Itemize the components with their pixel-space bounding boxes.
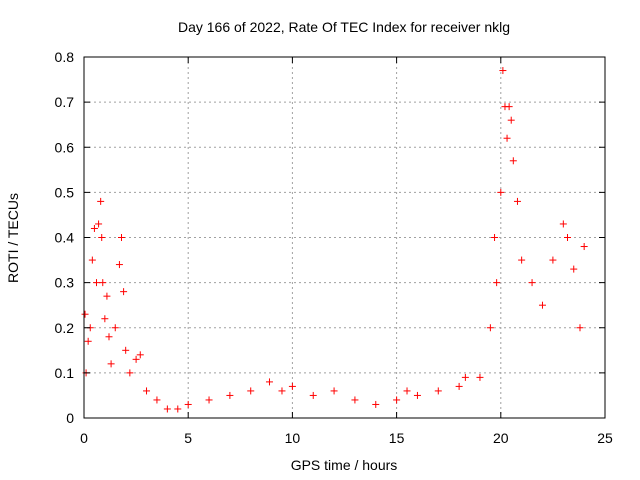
data-point (351, 396, 359, 404)
data-point (163, 405, 171, 413)
data-point (115, 261, 123, 269)
data-point (559, 220, 567, 228)
data-point (393, 396, 401, 404)
y-tick-label: 0.8 (55, 49, 75, 65)
x-tick-label: 15 (389, 430, 405, 446)
plot-frame (83, 56, 606, 419)
data-point (97, 197, 105, 205)
data-point (493, 279, 501, 287)
data-point (507, 116, 515, 124)
data-point (153, 396, 161, 404)
data-point (95, 220, 103, 228)
data-point (413, 391, 421, 399)
data-point (528, 279, 536, 287)
data-point (509, 157, 517, 165)
data-point (118, 234, 126, 241)
data-point (563, 234, 571, 241)
data-point (513, 197, 521, 205)
data-point (105, 333, 113, 341)
data-point (136, 351, 144, 359)
data-point (88, 256, 96, 264)
data-point (101, 315, 109, 323)
data-point (309, 391, 317, 399)
y-tick-label: 0.2 (55, 320, 75, 336)
data-point (503, 134, 511, 142)
data-point (143, 387, 151, 395)
data-point (90, 224, 98, 232)
x-tick-label: 0 (80, 430, 88, 446)
x-axis-label: GPS time / hours (291, 457, 398, 473)
data-point (576, 324, 584, 332)
axis-ticks: 0 5 10 15 20 25 0 0.1 0.2 0.3 0.4 0.5 0.6 0.7 0.8 (55, 49, 613, 446)
data-point (122, 346, 130, 354)
data-point (247, 387, 255, 395)
data-point (538, 301, 546, 309)
y-tick-label: 0.5 (55, 184, 75, 200)
data-points (81, 67, 588, 413)
x-tick-label: 20 (493, 430, 509, 446)
x-tick-label: 10 (285, 430, 301, 446)
data-point (98, 234, 106, 241)
y-tick-label: 0.4 (55, 230, 75, 246)
data-point (518, 256, 526, 264)
data-point (99, 279, 107, 287)
data-point (461, 373, 469, 381)
data-point (499, 67, 507, 75)
data-point (288, 382, 296, 390)
y-tick-label: 0.6 (55, 139, 75, 155)
y-tick-label: 0.7 (55, 94, 75, 110)
data-point (455, 382, 463, 390)
data-point (549, 256, 557, 264)
data-point (505, 103, 513, 111)
data-point (205, 396, 213, 404)
grid-lines (84, 57, 605, 418)
data-point (570, 265, 578, 273)
data-point (103, 292, 111, 300)
data-point (132, 355, 140, 363)
data-point (278, 387, 286, 395)
data-point (476, 373, 484, 381)
data-point (93, 279, 101, 287)
data-point (84, 337, 92, 345)
data-point (126, 369, 134, 377)
data-point (120, 288, 128, 296)
data-point (497, 188, 505, 196)
y-tick-label: 0.1 (55, 365, 75, 381)
data-point (226, 391, 234, 399)
data-point (111, 324, 119, 332)
y-tick-label: 0.3 (55, 275, 75, 291)
data-point (403, 387, 411, 395)
data-point (184, 400, 192, 408)
data-point (486, 324, 494, 332)
chart-title: Day 166 of 2022, Rate Of TEC Index for r… (178, 19, 510, 35)
data-point (107, 360, 115, 368)
y-axis-label: ROTI / TECUs (5, 193, 21, 283)
data-point (491, 234, 499, 241)
data-point (434, 387, 442, 395)
data-point (81, 310, 89, 318)
y-tick-label: 0 (66, 410, 74, 426)
data-point (580, 243, 588, 251)
x-tick-label: 5 (184, 430, 192, 446)
data-point (372, 400, 380, 408)
data-point (265, 378, 273, 386)
data-point (174, 405, 182, 413)
data-point (330, 387, 338, 395)
x-tick-label: 25 (597, 430, 613, 446)
